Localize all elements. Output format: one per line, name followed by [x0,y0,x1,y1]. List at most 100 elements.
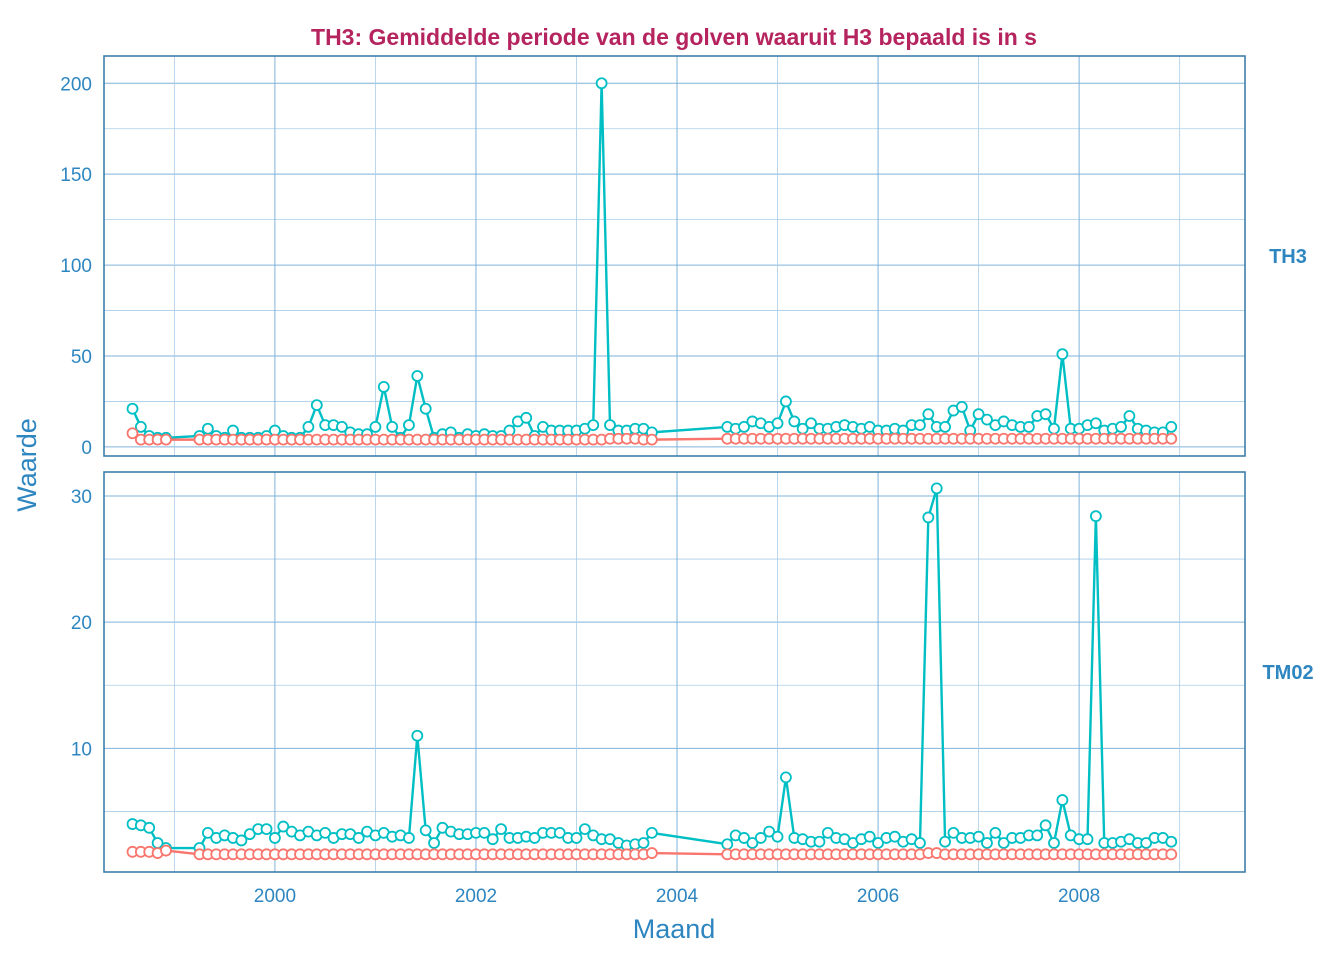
data-point [235,834,248,847]
data-point [277,820,290,833]
data-point [310,399,323,411]
facet-strip-label: TH3 [1269,246,1307,268]
data-point [1165,432,1178,445]
data-point [914,837,926,849]
chart-title: TH3: Gemiddelde periode van de golven wa… [311,24,1037,50]
data-point [1048,422,1060,435]
data-point [486,833,499,846]
y-axis-label: Waarde [12,418,42,512]
data-point [863,830,876,843]
data-point [922,511,935,524]
data-point [1039,819,1052,832]
data-point [1123,410,1136,422]
data-point [126,427,139,440]
x-tick-label: 2006 [857,886,899,907]
data-point [126,402,139,415]
x-axis-label: Maand [633,914,716,944]
data-point [989,826,1002,839]
data-point [1022,421,1035,433]
data-point [645,433,658,446]
data-point [754,832,767,844]
data-point [1165,835,1178,848]
y-tick-label: 100 [60,256,92,277]
data-point [1081,833,1094,846]
data-point [570,832,583,844]
data-point [419,402,432,415]
data-point [268,832,281,844]
data-point [377,381,390,393]
data-point [763,825,776,838]
data-point [788,415,801,428]
y-tick-label: 30 [71,487,92,508]
data-point [403,419,415,431]
data-point [386,421,399,433]
x-tick-label: 2000 [254,886,296,907]
data-point [930,482,943,495]
data-point [637,837,650,849]
data-point [319,826,332,839]
data-point [428,837,440,849]
data-point [352,832,365,844]
y-tick-label: 10 [71,739,92,760]
data-point [1056,348,1069,361]
series-line [131,83,1172,440]
facet-strip-label: TM02 [1262,662,1313,684]
data-point [780,771,792,784]
data-point [411,729,424,742]
data-point [972,408,985,421]
data-point [604,419,616,431]
data-point [478,826,491,839]
data-point [1056,794,1069,806]
data-point [981,413,993,426]
data-point [872,837,884,849]
data-point [1140,837,1153,849]
data-point [972,830,985,843]
data-point [587,419,600,431]
data-point [645,826,658,839]
data-point [721,838,734,851]
data-point [201,422,214,435]
x-tick-label: 2002 [455,886,497,907]
data-point [738,421,750,433]
data-point [369,421,382,433]
series-line [132,488,1172,850]
data-point [160,433,172,446]
data-point [1031,829,1044,842]
data-point [813,835,826,848]
x-tick-label: 2004 [656,886,699,907]
data-point [1089,510,1102,523]
data-point [805,417,817,430]
data-point [411,370,424,382]
data-point [201,826,214,839]
x-tick-label: 2008 [1058,886,1100,907]
panel-border [103,471,1246,873]
data-point [645,847,658,859]
plot-area: 0 50 100 150 200 TH3 10 20 30 TM02 2000 2002 2004 200… [60,55,1314,907]
y-tick-label: 20 [71,613,92,634]
data-point [738,832,750,844]
data-point [821,826,834,839]
data-point [771,830,784,843]
data-point [336,421,348,433]
data-point [134,421,147,433]
data-point [143,821,156,834]
y-tick-label: 150 [60,165,92,186]
data-point [1115,421,1127,433]
data-point [243,828,256,841]
data-point [528,832,541,844]
data-point [419,824,432,837]
data-point [746,837,759,849]
data-point [939,421,951,433]
data-point [939,835,951,848]
data-point [780,395,792,408]
data-point [260,823,273,835]
data-point [1039,408,1052,421]
data-point [1165,848,1178,861]
data-point [1048,837,1060,849]
data-point [403,832,415,844]
data-point [578,823,591,835]
data-point [302,421,315,433]
data-point [1165,421,1178,433]
data-point [771,417,784,430]
